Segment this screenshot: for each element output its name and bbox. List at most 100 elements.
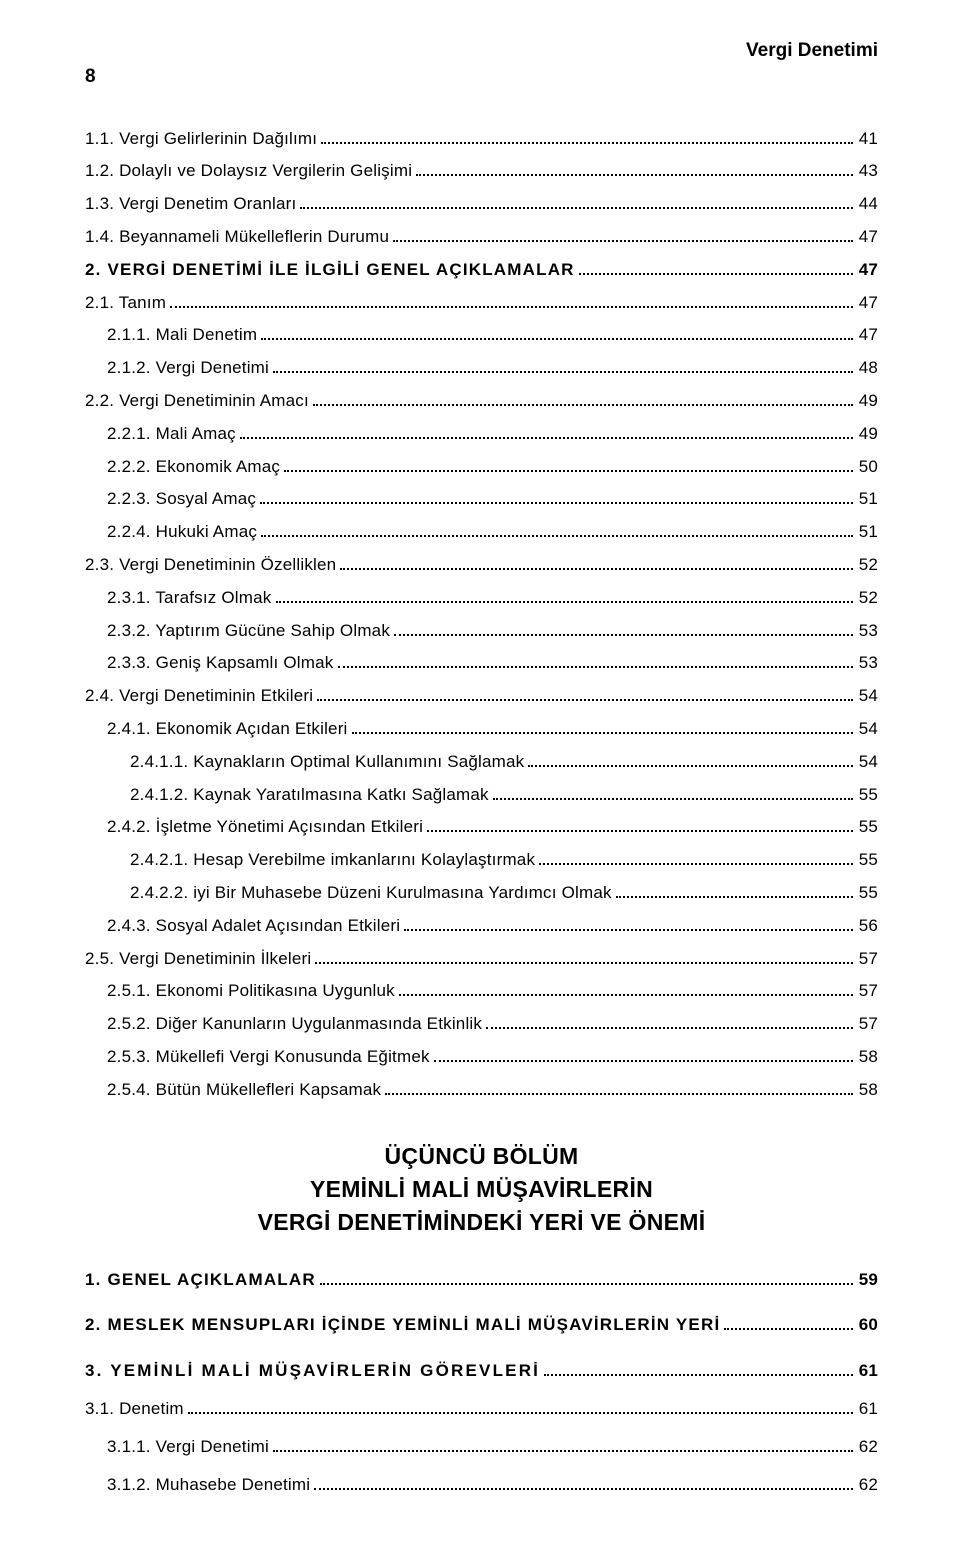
toc-list-2: 1. GENEL AÇIKLAMALAR 59 2. MESLEK MENSUPLA… (85, 1268, 878, 1497)
toc-label: 2.4.2. İşletme Yönetimi Açısından Etkile… (107, 815, 423, 839)
toc-page: 59 (857, 1268, 878, 1292)
toc-leader (416, 161, 852, 177)
toc-label: 2.3.1. Tarafsız Olmak (107, 586, 272, 610)
toc-row: 2.3.1. Tarafsız Olmak 52 (85, 586, 878, 610)
toc-row: 2.4.2. İşletme Yönetimi Açısından Etkile… (85, 815, 878, 839)
toc-label: 2.3.3. Geniş Kapsamlı Olmak (107, 651, 334, 675)
toc-row: 2.2.3. Sosyal Amaç 51 (85, 487, 878, 511)
toc-label: 2.5.3. Mükellefi Vergi Konusunda Eğitmek (107, 1045, 430, 1069)
toc-page: 48 (857, 356, 878, 380)
toc-page: 56 (857, 914, 878, 938)
toc-row: 3.1.1. Vergi Denetimi 62 (85, 1435, 878, 1459)
toc-row: 2.3. Vergi Denetiminin Özelliklen52 (85, 553, 878, 577)
toc-page: 50 (857, 455, 878, 479)
page-header: 8 Vergi Denetimi (85, 40, 878, 91)
toc-row: 2.4.1.2. Kaynak Yaratılmasına Katkı Sağl… (85, 783, 878, 807)
toc-row: 2.5.1. Ekonomi Politikasına Uygunluk 57 (85, 979, 878, 1003)
toc-label: 2.5.2. Diğer Kanunların Uygulanmasında E… (107, 1012, 482, 1036)
toc-label: 2.4. Vergi Denetiminin Etkileri (85, 684, 313, 708)
section-heading-line1: ÜÇÜNCÜ BÖLÜM (85, 1140, 878, 1173)
running-title: Vergi Denetimi (746, 40, 878, 62)
toc-leader (385, 1079, 852, 1095)
toc-page: 47 (857, 225, 878, 249)
section-heading-line3: VERGİ DENETİMİNDEKİ YERİ VE ÖNEMİ (85, 1206, 878, 1239)
toc-leader (544, 1361, 853, 1377)
toc-leader (352, 718, 853, 734)
toc-leader (240, 423, 853, 439)
toc-page: 51 (857, 520, 878, 544)
toc-row: 3.1. Denetim 61 (85, 1397, 878, 1421)
toc-row: 2.3.3. Geniş Kapsamlı Olmak 53 (85, 651, 878, 675)
toc-page: 55 (857, 783, 878, 807)
toc-leader (313, 390, 853, 406)
toc-leader (539, 850, 853, 866)
toc-label: 2.2.2. Ekonomik Amaç (107, 455, 280, 479)
toc-label: 2.4.3. Sosyal Adalet Açısından Etkileri (107, 914, 400, 938)
toc-page: 60 (857, 1313, 878, 1337)
toc-leader (486, 1014, 853, 1030)
toc-label: 2.2. Vergi Denetiminin Amacı (85, 389, 309, 413)
toc-leader (338, 653, 853, 669)
toc-label: 2.2.3. Sosyal Amaç (107, 487, 256, 511)
toc-row: 1.3. Vergi Denetim Oranları44 (85, 192, 878, 216)
toc-leader (616, 882, 853, 898)
toc-label: 2.4.2.2. iyi Bir Muhasebe Düzeni Kurulma… (130, 881, 612, 905)
toc-label: 1. GENEL AÇIKLAMALAR (85, 1268, 316, 1292)
toc-leader (434, 1046, 853, 1062)
toc-page: 54 (857, 750, 878, 774)
toc-page: 51 (857, 487, 878, 511)
toc-list-1: 1.1. Vergi Gelirlerinin Dağılımı41 1.2. D… (85, 127, 878, 1102)
toc-row: 2.2. Vergi Denetiminin Amacı 49 (85, 389, 878, 413)
toc-leader (493, 784, 853, 800)
toc-label: 3.1.1. Vergi Denetimi (107, 1435, 269, 1459)
toc-page: 61 (857, 1397, 878, 1421)
toc-leader (528, 751, 852, 767)
toc-leader (427, 817, 853, 833)
toc-leader (170, 292, 853, 308)
toc-leader (273, 358, 853, 374)
toc-row: 2.1. Tanım47 (85, 291, 878, 315)
toc-label: 2.5.1. Ekonomi Politikasına Uygunluk (107, 979, 395, 1003)
toc-row: 2.4. Vergi Denetiminin Etkileri 54 (85, 684, 878, 708)
toc-page: 57 (857, 979, 878, 1003)
toc-label: 2. VERGİ DENETİMİ İLE İLGİLİ GENEL AÇIKL… (85, 258, 575, 282)
toc-leader (399, 981, 853, 997)
toc-page: 57 (857, 947, 878, 971)
toc-label: 1.4. Beyannameli Mükelleflerin Durumu (85, 225, 389, 249)
toc-row: 2.5. Vergi Denetiminin İlkeleri57 (85, 947, 878, 971)
toc-page: 54 (857, 684, 878, 708)
toc-row: 2.1.1. Mali Denetim47 (85, 323, 878, 347)
toc-row: 2.5.4. Bütün Mükellefleri Kapsamak58 (85, 1078, 878, 1102)
toc-row: 2.1.2. Vergi Denetimi48 (85, 356, 878, 380)
toc-label: 1.1. Vergi Gelirlerinin Dağılımı (85, 127, 317, 151)
toc-page: 49 (857, 389, 878, 413)
toc-page: 62 (857, 1473, 878, 1497)
toc-leader (260, 489, 853, 505)
toc-row: 2.5.2. Diğer Kanunların Uygulanmasında E… (85, 1012, 878, 1036)
toc-page: 54 (857, 717, 878, 741)
toc-page: 55 (857, 881, 878, 905)
toc-label: 2.3.2. Yaptırım Gücüne Sahip Olmak (107, 619, 390, 643)
toc-leader (261, 522, 853, 538)
toc-page: 53 (857, 619, 878, 643)
toc-leader (314, 1474, 852, 1490)
toc-label: 1.2. Dolaylı ve Dolaysız Vergilerin Geli… (85, 159, 412, 183)
toc-row: 2.4.2.1. Hesap Verebilme imkanlarını Kol… (85, 848, 878, 872)
toc-label: 2. MESLEK MENSUPLARI İÇİNDE YEMİNLİ MALİ… (85, 1313, 720, 1337)
toc-row: 1.1. Vergi Gelirlerinin Dağılımı41 (85, 127, 878, 151)
toc-row: 2.4.1. Ekonomik Açıdan Etkileri54 (85, 717, 878, 741)
toc-row: 1.2. Dolaylı ve Dolaysız Vergilerin Geli… (85, 159, 878, 183)
toc-row: 2.5.3. Mükellefi Vergi Konusunda Eğitmek… (85, 1045, 878, 1069)
toc-row: 1. GENEL AÇIKLAMALAR 59 (85, 1268, 878, 1292)
toc-label: 2.4.1.2. Kaynak Yaratılmasına Katkı Sağl… (130, 783, 489, 807)
toc-page: 44 (857, 192, 878, 216)
toc-page: 62 (857, 1435, 878, 1459)
section-heading: ÜÇÜNCÜ BÖLÜM YEMİNLİ MALİ MÜŞAVİRLERİN V… (85, 1140, 878, 1240)
toc-leader (261, 325, 852, 341)
toc-row: 3. YEMİNLİ MALİ MÜŞAVİRLERİN GÖREVLERİ61 (85, 1359, 878, 1383)
toc-label: 3.1. Denetim (85, 1397, 184, 1421)
toc-leader (340, 554, 852, 570)
toc-page: 53 (857, 651, 878, 675)
toc-label: 2.3. Vergi Denetiminin Özelliklen (85, 553, 336, 577)
toc-page: 52 (857, 586, 878, 610)
